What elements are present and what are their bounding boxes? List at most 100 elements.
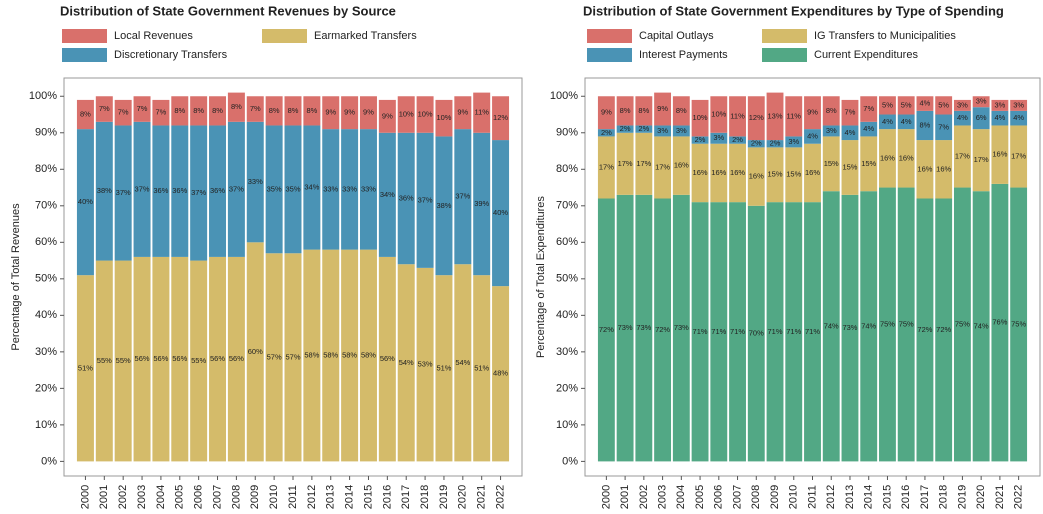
bar-segment	[841, 194, 859, 462]
bar-segment	[710, 143, 728, 203]
value-label: 17%	[955, 151, 970, 160]
value-label: 7%	[863, 104, 874, 113]
bar-segment	[879, 114, 896, 130]
bar-segment	[492, 286, 510, 462]
bar-segment	[190, 125, 208, 261]
bar-segment	[916, 198, 934, 462]
value-label: 71%	[730, 327, 745, 336]
bar-segment	[597, 129, 615, 137]
value-label: 76%	[992, 318, 1007, 327]
legend-label: IG Transfers to Municipalities	[814, 30, 956, 42]
value-label: 16%	[693, 168, 708, 177]
value-label: 4%	[957, 113, 968, 122]
value-label: 57%	[267, 352, 282, 361]
value-label: 51%	[78, 363, 93, 372]
bar-segment	[597, 136, 615, 199]
value-label: 3%	[826, 126, 837, 135]
bar-segment	[359, 96, 377, 130]
bar-segment	[953, 125, 971, 188]
bar-segment	[935, 198, 953, 462]
value-label: 9%	[344, 108, 355, 117]
value-label: 36%	[153, 186, 168, 195]
x-tick-label: 2002	[638, 485, 650, 509]
bar-segment	[152, 256, 170, 462]
bar-segment	[804, 143, 821, 203]
x-tick-label: 2007	[211, 485, 223, 509]
value-label: 35%	[285, 184, 300, 193]
value-label: 3%	[676, 126, 687, 135]
chart-title: Distribution of State Government Revenue…	[60, 3, 396, 18]
x-tick-label: 2004	[675, 485, 687, 509]
bar-segment	[972, 96, 990, 108]
value-label: 74%	[861, 321, 876, 330]
value-label: 9%	[457, 108, 468, 117]
x-tick-label: 2005	[174, 485, 186, 509]
bar-segment	[672, 96, 690, 126]
bar-segment	[76, 99, 94, 130]
value-label: 9%	[807, 108, 818, 117]
bar-segment	[804, 129, 821, 144]
bar-segment	[265, 253, 283, 462]
value-label: 15%	[768, 170, 783, 179]
value-label: 51%	[474, 363, 489, 372]
bar-segment	[635, 96, 653, 126]
x-tick-label: 2001	[619, 485, 631, 509]
y-tick-label: 100%	[550, 90, 578, 102]
bar-segment	[879, 187, 896, 462]
value-label: 16%	[880, 153, 895, 162]
bar-segment	[897, 114, 915, 130]
bar-segment	[152, 99, 170, 126]
bar-segment	[303, 125, 321, 250]
x-tick-label: 2008	[750, 485, 762, 509]
x-tick-label: 2014	[344, 485, 356, 509]
bar-segment	[953, 187, 971, 462]
value-label: 33%	[342, 184, 357, 193]
x-tick-label: 2021	[994, 485, 1006, 509]
value-label: 9%	[382, 111, 393, 120]
value-label: 3%	[1013, 100, 1024, 109]
bar-segment	[991, 99, 1009, 111]
value-label: 16%	[674, 161, 689, 170]
value-label: 2%	[620, 124, 631, 133]
bar-segment	[953, 110, 971, 126]
x-tick-label: 2009	[249, 485, 261, 509]
x-tick-label: 2012	[825, 485, 837, 509]
value-label: 58%	[304, 350, 319, 359]
value-label: 17%	[1011, 151, 1026, 160]
value-label: 55%	[191, 356, 206, 365]
value-label: 39%	[474, 199, 489, 208]
x-tick-label: 2006	[713, 485, 725, 509]
bar-segment	[654, 125, 672, 137]
bar-segment	[879, 129, 896, 188]
bar-segment	[616, 132, 634, 195]
bar-segment	[597, 198, 615, 462]
bar-segment	[822, 136, 840, 192]
value-label: 4%	[845, 128, 856, 137]
bar-segment	[378, 99, 396, 133]
value-label: 54%	[399, 358, 414, 367]
bar-segment	[879, 96, 896, 115]
bar-segment	[804, 96, 821, 130]
bar-segment	[729, 96, 746, 137]
value-label: 9%	[657, 104, 668, 113]
bar-segment	[95, 260, 113, 462]
value-label: 7%	[938, 122, 949, 131]
value-label: 7%	[250, 104, 261, 113]
bar-segment	[473, 132, 491, 276]
bar-segment	[916, 96, 934, 111]
bar-segment	[322, 129, 340, 250]
x-tick-label: 2014	[863, 485, 875, 509]
value-label: 8%	[306, 106, 317, 115]
bar-segment	[785, 96, 803, 137]
bar-segment	[209, 96, 227, 126]
value-label: 2%	[695, 135, 706, 144]
value-label: 8%	[174, 106, 185, 115]
x-tick-label: 2018	[938, 485, 950, 509]
x-tick-label: 2018	[419, 485, 431, 509]
bar-segment	[435, 99, 453, 137]
value-label: 57%	[285, 352, 300, 361]
bar-segment	[766, 147, 784, 203]
bar-segment	[710, 132, 728, 144]
value-label: 8%	[269, 106, 280, 115]
bar-segment	[1010, 99, 1028, 111]
